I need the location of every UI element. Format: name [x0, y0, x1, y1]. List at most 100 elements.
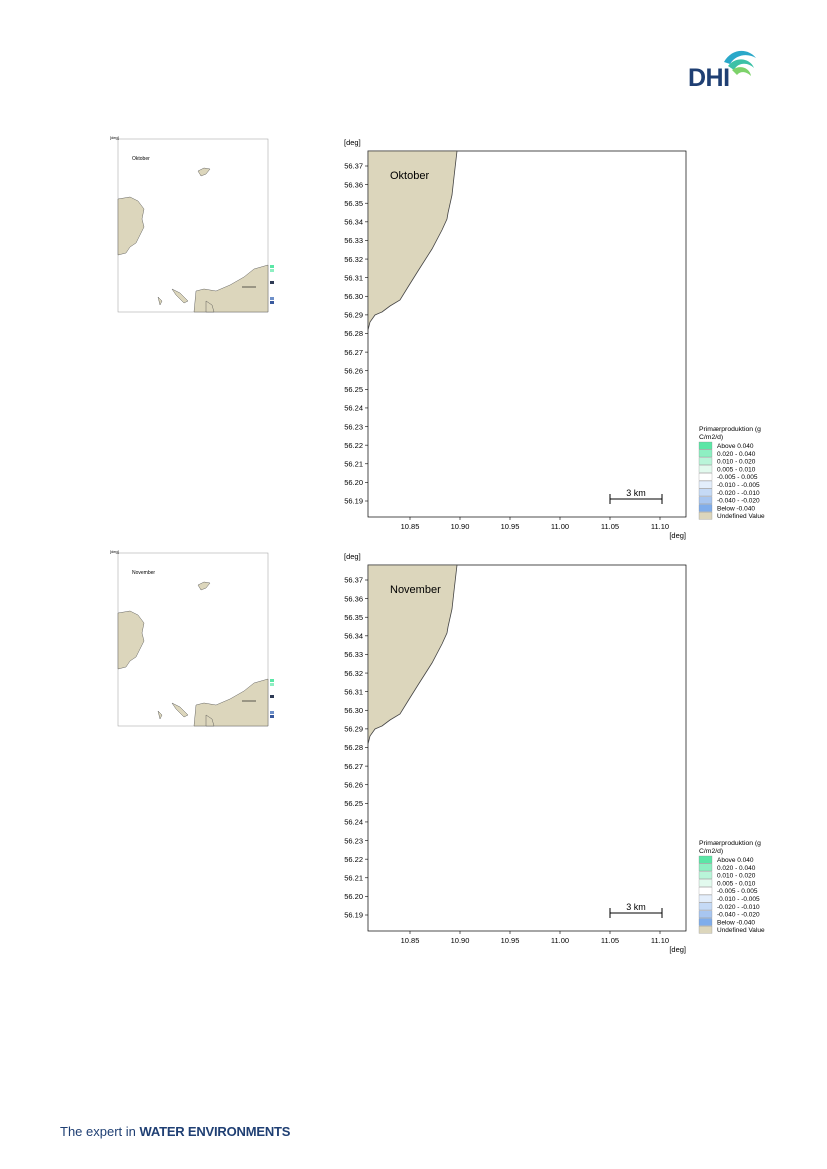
legend-swatch	[698, 465, 713, 473]
x-tick-label: 10.85	[401, 522, 420, 531]
x-tick-label: 10.90	[451, 522, 470, 531]
y-tick-label: 56.30	[344, 706, 363, 715]
legend-label: -0.020 - -0.010	[717, 904, 760, 911]
coastline-land	[367, 564, 458, 745]
y-tick-label: 56.24	[344, 404, 363, 413]
y-tick-label: 56.26	[344, 780, 363, 789]
thumb-month: November	[132, 570, 155, 576]
y-tick-label: 56.36	[344, 180, 363, 189]
month-label: Oktober	[390, 170, 429, 182]
coastline-land	[367, 150, 458, 331]
legend-label: 0.005 - 0.010	[717, 466, 756, 473]
dhi-wave-icon	[724, 50, 756, 76]
scale-bar: 3 km	[609, 902, 663, 918]
scale-bar: 3 km	[609, 488, 663, 504]
y-tick-label: 56.22	[344, 855, 363, 864]
footer-text-bold: WATER ENVIRONMENTS	[139, 1124, 291, 1139]
footer-text: The expert in	[60, 1124, 140, 1139]
x-tick-label: 11.05	[601, 936, 619, 945]
legend-swatch	[698, 488, 713, 497]
overview-thumbnail-november: [deg] November	[108, 549, 275, 739]
legend-swatch	[698, 457, 713, 465]
y-tick-label: 56.19	[344, 497, 363, 506]
y-tick-label: 56.32	[344, 255, 363, 264]
dhi-logo: DHI	[688, 44, 758, 92]
legend-swatch	[698, 496, 713, 504]
legend: Primærproduktion (gC/m2/d)Above 0.0400.0…	[698, 426, 765, 520]
legend-swatch	[698, 926, 713, 934]
y-unit-label: [deg]	[344, 138, 361, 147]
y-tick-label: 56.35	[344, 613, 363, 622]
legend-swatch	[698, 871, 713, 879]
legend-label: -0.010 - -0.005	[717, 896, 760, 903]
legend-swatch	[698, 480, 713, 489]
legend-label: 0.010 - 0.020	[717, 459, 756, 466]
y-tick-label: 56.24	[344, 818, 363, 827]
scale-bar-label: 3 km	[626, 902, 646, 912]
legend-swatch	[698, 894, 713, 903]
y-tick-label: 56.26	[344, 366, 363, 375]
y-tick-label: 56.31	[344, 687, 363, 696]
legend-label: 0.020 - 0.040	[717, 451, 756, 458]
y-tick-label: 56.37	[344, 162, 363, 171]
legend-label: Below -0.040	[717, 505, 755, 512]
map-panel-november: November [deg] 56.37 56.36 56.35 56.34 56.33 56…	[330, 551, 775, 954]
y-tick-label: 56.25	[344, 385, 363, 394]
x-tick-label: 11.00	[551, 936, 569, 945]
legend-label: Undefined Value	[717, 513, 765, 520]
legend-label: -0.020 - -0.010	[717, 490, 760, 497]
y-tick-label: 56.36	[344, 594, 363, 603]
y-tick-label: 56.29	[344, 725, 363, 734]
legend-label: Below -0.040	[717, 919, 755, 926]
thumb-month: Oktober	[132, 156, 150, 162]
x-tick-label: 10.95	[501, 936, 520, 945]
y-tick-label: 56.29	[344, 311, 363, 320]
x-tick-label: 11.10	[651, 522, 669, 531]
y-tick-label: 56.35	[344, 199, 363, 208]
x-tick-label: 10.85	[401, 936, 420, 945]
legend-swatch	[698, 504, 713, 512]
legend-title: C/m2/d)	[699, 434, 723, 441]
legend-swatch	[698, 887, 713, 895]
legend-label: -0.005 - 0.005	[717, 888, 758, 895]
x-tick-label: 10.95	[501, 522, 520, 531]
legend-label: 0.005 - 0.010	[717, 880, 756, 887]
y-tick-label: 56.27	[344, 348, 363, 357]
y-tick-label: 56.27	[344, 762, 363, 771]
legend-label: Undefined Value	[717, 927, 765, 934]
month-label: November	[390, 584, 441, 596]
y-tick-label: 56.28	[344, 743, 363, 752]
map-panel-oktober: Oktober [deg] 56.37 56.36 56.35 56.34 56.33 56.…	[330, 137, 775, 540]
x-unit-label: [deg]	[669, 531, 686, 540]
legend-swatch	[698, 473, 713, 481]
y-tick-label: 56.23	[344, 422, 363, 431]
y-tick-label: 56.34	[344, 218, 363, 227]
legend: Primærproduktion (gC/m2/d)Above 0.0400.0…	[698, 840, 765, 934]
scale-bar-label: 3 km	[626, 488, 646, 498]
logo-text: DHI	[688, 64, 730, 92]
y-tick-label: 56.21	[344, 459, 363, 468]
thumb-unit: [deg]	[110, 135, 119, 140]
legend-label: -0.010 - -0.005	[717, 482, 760, 489]
legend-label: Above 0.040	[717, 857, 754, 864]
y-tick-label: 56.31	[344, 273, 363, 282]
y-tick-label: 56.19	[344, 911, 363, 920]
legend-swatch	[698, 449, 713, 458]
legend-label: Above 0.040	[717, 443, 754, 450]
y-tick-label: 56.30	[344, 292, 363, 301]
legend-swatch	[698, 863, 713, 872]
legend-title: C/m2/d)	[699, 848, 723, 855]
y-unit-label: [deg]	[344, 552, 361, 561]
x-tick-label: 11.05	[601, 522, 619, 531]
x-unit-label: [deg]	[669, 945, 686, 954]
x-tick-label: 11.00	[551, 522, 569, 531]
legend-label: -0.040 - -0.020	[717, 498, 760, 505]
y-tick-label: 56.34	[344, 632, 363, 641]
legend-swatch	[698, 879, 713, 887]
legend-swatch	[698, 910, 713, 918]
y-tick-label: 56.20	[344, 892, 363, 901]
overview-thumbnail-oktober: [deg] Oktober	[108, 135, 275, 325]
legend-swatch	[698, 441, 713, 450]
y-tick-label: 56.33	[344, 236, 363, 245]
legend-label: 0.010 - 0.020	[717, 873, 756, 880]
